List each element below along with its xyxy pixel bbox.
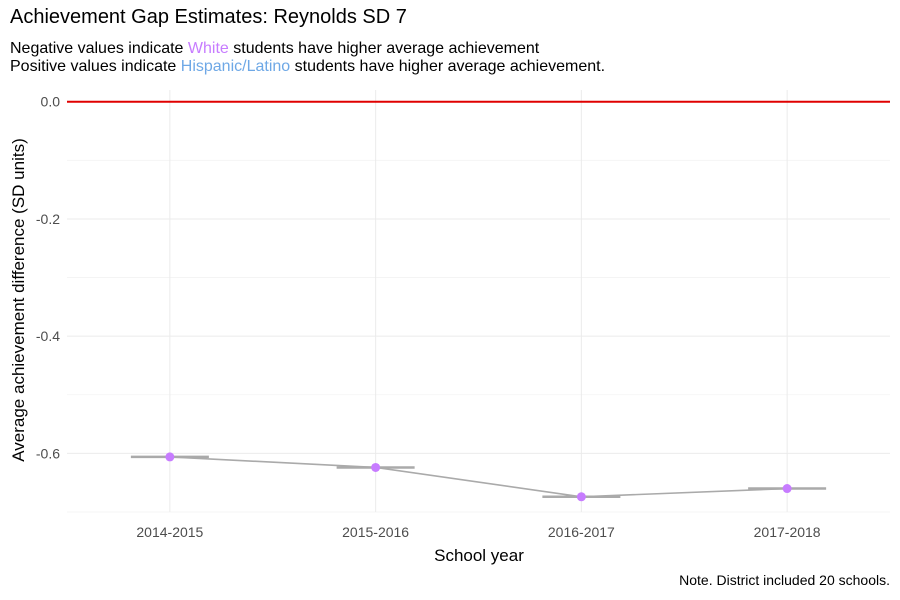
subtitle-line-1: Negative values indicate White students … [10,40,539,58]
y-tick-label: 0.0 [41,94,61,110]
x-axis-title: School year [434,546,524,565]
data-point [782,484,792,494]
subtitle-line-1-prefix: Negative values indicate [10,40,188,57]
x-tick-label: 2014-2015 [136,524,203,540]
subtitle-line-2-prefix: Positive values indicate [10,58,181,75]
trend-line [169,456,788,498]
footnote: Note. District included 20 schools. [679,572,890,588]
y-axis-title: Average achievement difference (SD units… [9,138,28,462]
data-point [165,452,175,462]
chart-title: Achievement Gap Estimates: Reynolds SD 7 [10,6,407,28]
data-point [576,492,586,502]
y-tick-label: -0.6 [36,445,60,461]
hispanic-group-label: Hispanic/Latino [180,58,291,75]
x-axis-ticks: 2014-2015 2015-2016 2016-2017 2017-2018 [136,524,820,540]
subtitle-line-2: Positive values indicate Hispanic/Latino… [10,58,605,76]
y-tick-label: -0.4 [36,328,60,344]
subtitle-line-1-suffix: students have higher average achievement [228,40,540,57]
white-group-label: White [187,40,229,57]
subtitle-line-2-suffix: students have higher average achievement… [290,58,606,75]
x-tick-label: 2016-2017 [548,524,615,540]
data-point [371,462,381,472]
x-tick-label: 2015-2016 [342,524,409,540]
series-line [130,455,827,499]
x-tick-label: 2017-2018 [754,524,821,540]
y-axis-ticks: 0.0 -0.2 -0.4 -0.6 [36,94,60,462]
y-tick-label: -0.2 [36,211,60,227]
series-points [165,452,792,502]
grid-lines [67,90,890,513]
